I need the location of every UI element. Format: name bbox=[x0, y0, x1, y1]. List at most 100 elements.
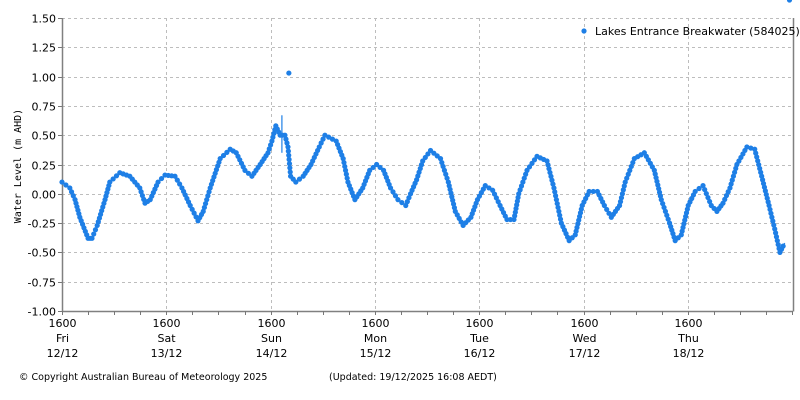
x-tick-label: 18/12 bbox=[673, 347, 705, 360]
data-point bbox=[377, 164, 383, 171]
data-point bbox=[245, 170, 252, 176]
data-point bbox=[205, 193, 211, 199]
data-point bbox=[556, 208, 562, 214]
data-point bbox=[343, 171, 349, 177]
data-point bbox=[287, 169, 293, 175]
data-point bbox=[443, 171, 449, 177]
x-tick-label: 13/12 bbox=[151, 347, 183, 360]
data-point bbox=[201, 204, 207, 211]
data-point bbox=[374, 161, 380, 168]
data-point bbox=[59, 179, 65, 185]
data-point bbox=[586, 188, 592, 195]
data-point bbox=[282, 132, 288, 138]
y-tick-label: 1.25 bbox=[32, 42, 57, 55]
data-point bbox=[557, 216, 564, 222]
data-point bbox=[344, 175, 350, 181]
data-point bbox=[268, 142, 274, 148]
data-point bbox=[200, 208, 206, 214]
data-point bbox=[516, 191, 522, 197]
data-point bbox=[664, 212, 670, 218]
data-point bbox=[286, 161, 293, 167]
data-point bbox=[621, 183, 627, 189]
x-tick-label: 14/12 bbox=[256, 347, 288, 360]
x-tick-label: Sun bbox=[261, 332, 282, 345]
axes bbox=[61, 18, 795, 313]
updated-timestamp: (Updated: 19/12/2025 16:08 AEDT) bbox=[329, 372, 497, 383]
data-point bbox=[555, 204, 561, 211]
outlier-point bbox=[286, 70, 292, 76]
data-point bbox=[661, 204, 667, 211]
data-point bbox=[318, 140, 324, 146]
x-tick-label: Mon bbox=[364, 332, 387, 345]
data-point bbox=[370, 164, 376, 171]
data-point bbox=[604, 206, 610, 213]
data-point bbox=[630, 159, 636, 166]
data-point bbox=[702, 186, 708, 193]
data-point bbox=[441, 167, 448, 173]
y-axis-label: Water Level (m AHD) bbox=[13, 109, 24, 223]
data-point bbox=[744, 144, 750, 150]
y-tick-label: 1.00 bbox=[32, 72, 57, 85]
data-point bbox=[316, 144, 322, 150]
data-point bbox=[486, 185, 492, 191]
x-tick-label: 15/12 bbox=[360, 347, 392, 360]
data-point bbox=[660, 200, 666, 207]
data-point bbox=[89, 235, 95, 241]
data-point bbox=[730, 173, 737, 179]
data-point bbox=[283, 136, 289, 142]
data-point bbox=[67, 185, 73, 191]
x-tick-label: Tue bbox=[469, 332, 489, 345]
copyright-text: © Copyright Australian Bureau of Meteoro… bbox=[19, 372, 268, 383]
data-point bbox=[68, 189, 75, 195]
data-point bbox=[341, 159, 347, 166]
x-axis-ticks: 1600 Fri 12/12 1600 Sat 13/12 1600 Sun 14/12 1600… bbox=[47, 311, 793, 360]
x-tick-label: Thu bbox=[677, 332, 699, 345]
data-point bbox=[700, 182, 706, 189]
data-point bbox=[340, 156, 346, 162]
data-point bbox=[286, 156, 292, 163]
data-point bbox=[658, 197, 664, 203]
data-point bbox=[204, 197, 210, 203]
y-axis-ticks: 1.50 1.25 1.00 0.75 0.50 0.25 0.00 -0.25 -0.50 -0… bbox=[28, 13, 62, 319]
data-point bbox=[155, 179, 161, 185]
data-point bbox=[404, 199, 410, 205]
x-tick-label: 1600 bbox=[258, 317, 286, 330]
data-point bbox=[773, 234, 780, 240]
data-point bbox=[771, 222, 777, 228]
data-point bbox=[285, 148, 291, 154]
data-point bbox=[286, 152, 292, 158]
data-point bbox=[703, 190, 709, 197]
data-point bbox=[63, 182, 69, 188]
data-point bbox=[70, 193, 76, 199]
data-point bbox=[342, 163, 348, 170]
data-point bbox=[265, 150, 271, 156]
data-point bbox=[590, 188, 596, 195]
data-point bbox=[439, 159, 445, 166]
data-point bbox=[552, 193, 559, 199]
data-point bbox=[520, 179, 526, 185]
x-tick-label: 1600 bbox=[571, 317, 599, 330]
x-tick-label: 16/12 bbox=[464, 347, 496, 360]
data-point bbox=[202, 200, 209, 207]
data-point bbox=[158, 175, 165, 182]
data-point bbox=[727, 185, 733, 191]
data-point bbox=[395, 197, 401, 203]
data-point bbox=[293, 179, 299, 185]
data-point bbox=[367, 167, 373, 173]
data-point bbox=[707, 198, 713, 205]
x-tick-label: Fri bbox=[56, 332, 69, 345]
data-point bbox=[521, 175, 527, 181]
data-point bbox=[523, 171, 529, 177]
data-point bbox=[113, 173, 120, 179]
legend-marker-icon bbox=[581, 28, 587, 34]
data-point bbox=[387, 185, 394, 191]
data-point bbox=[287, 165, 293, 171]
x-tick-label: 1600 bbox=[153, 317, 181, 330]
data-point bbox=[662, 208, 669, 214]
y-tick-label: 1.50 bbox=[32, 13, 57, 26]
data-point bbox=[748, 145, 754, 151]
data-point bbox=[437, 156, 444, 162]
data-point bbox=[217, 156, 223, 162]
data-point bbox=[772, 230, 779, 236]
